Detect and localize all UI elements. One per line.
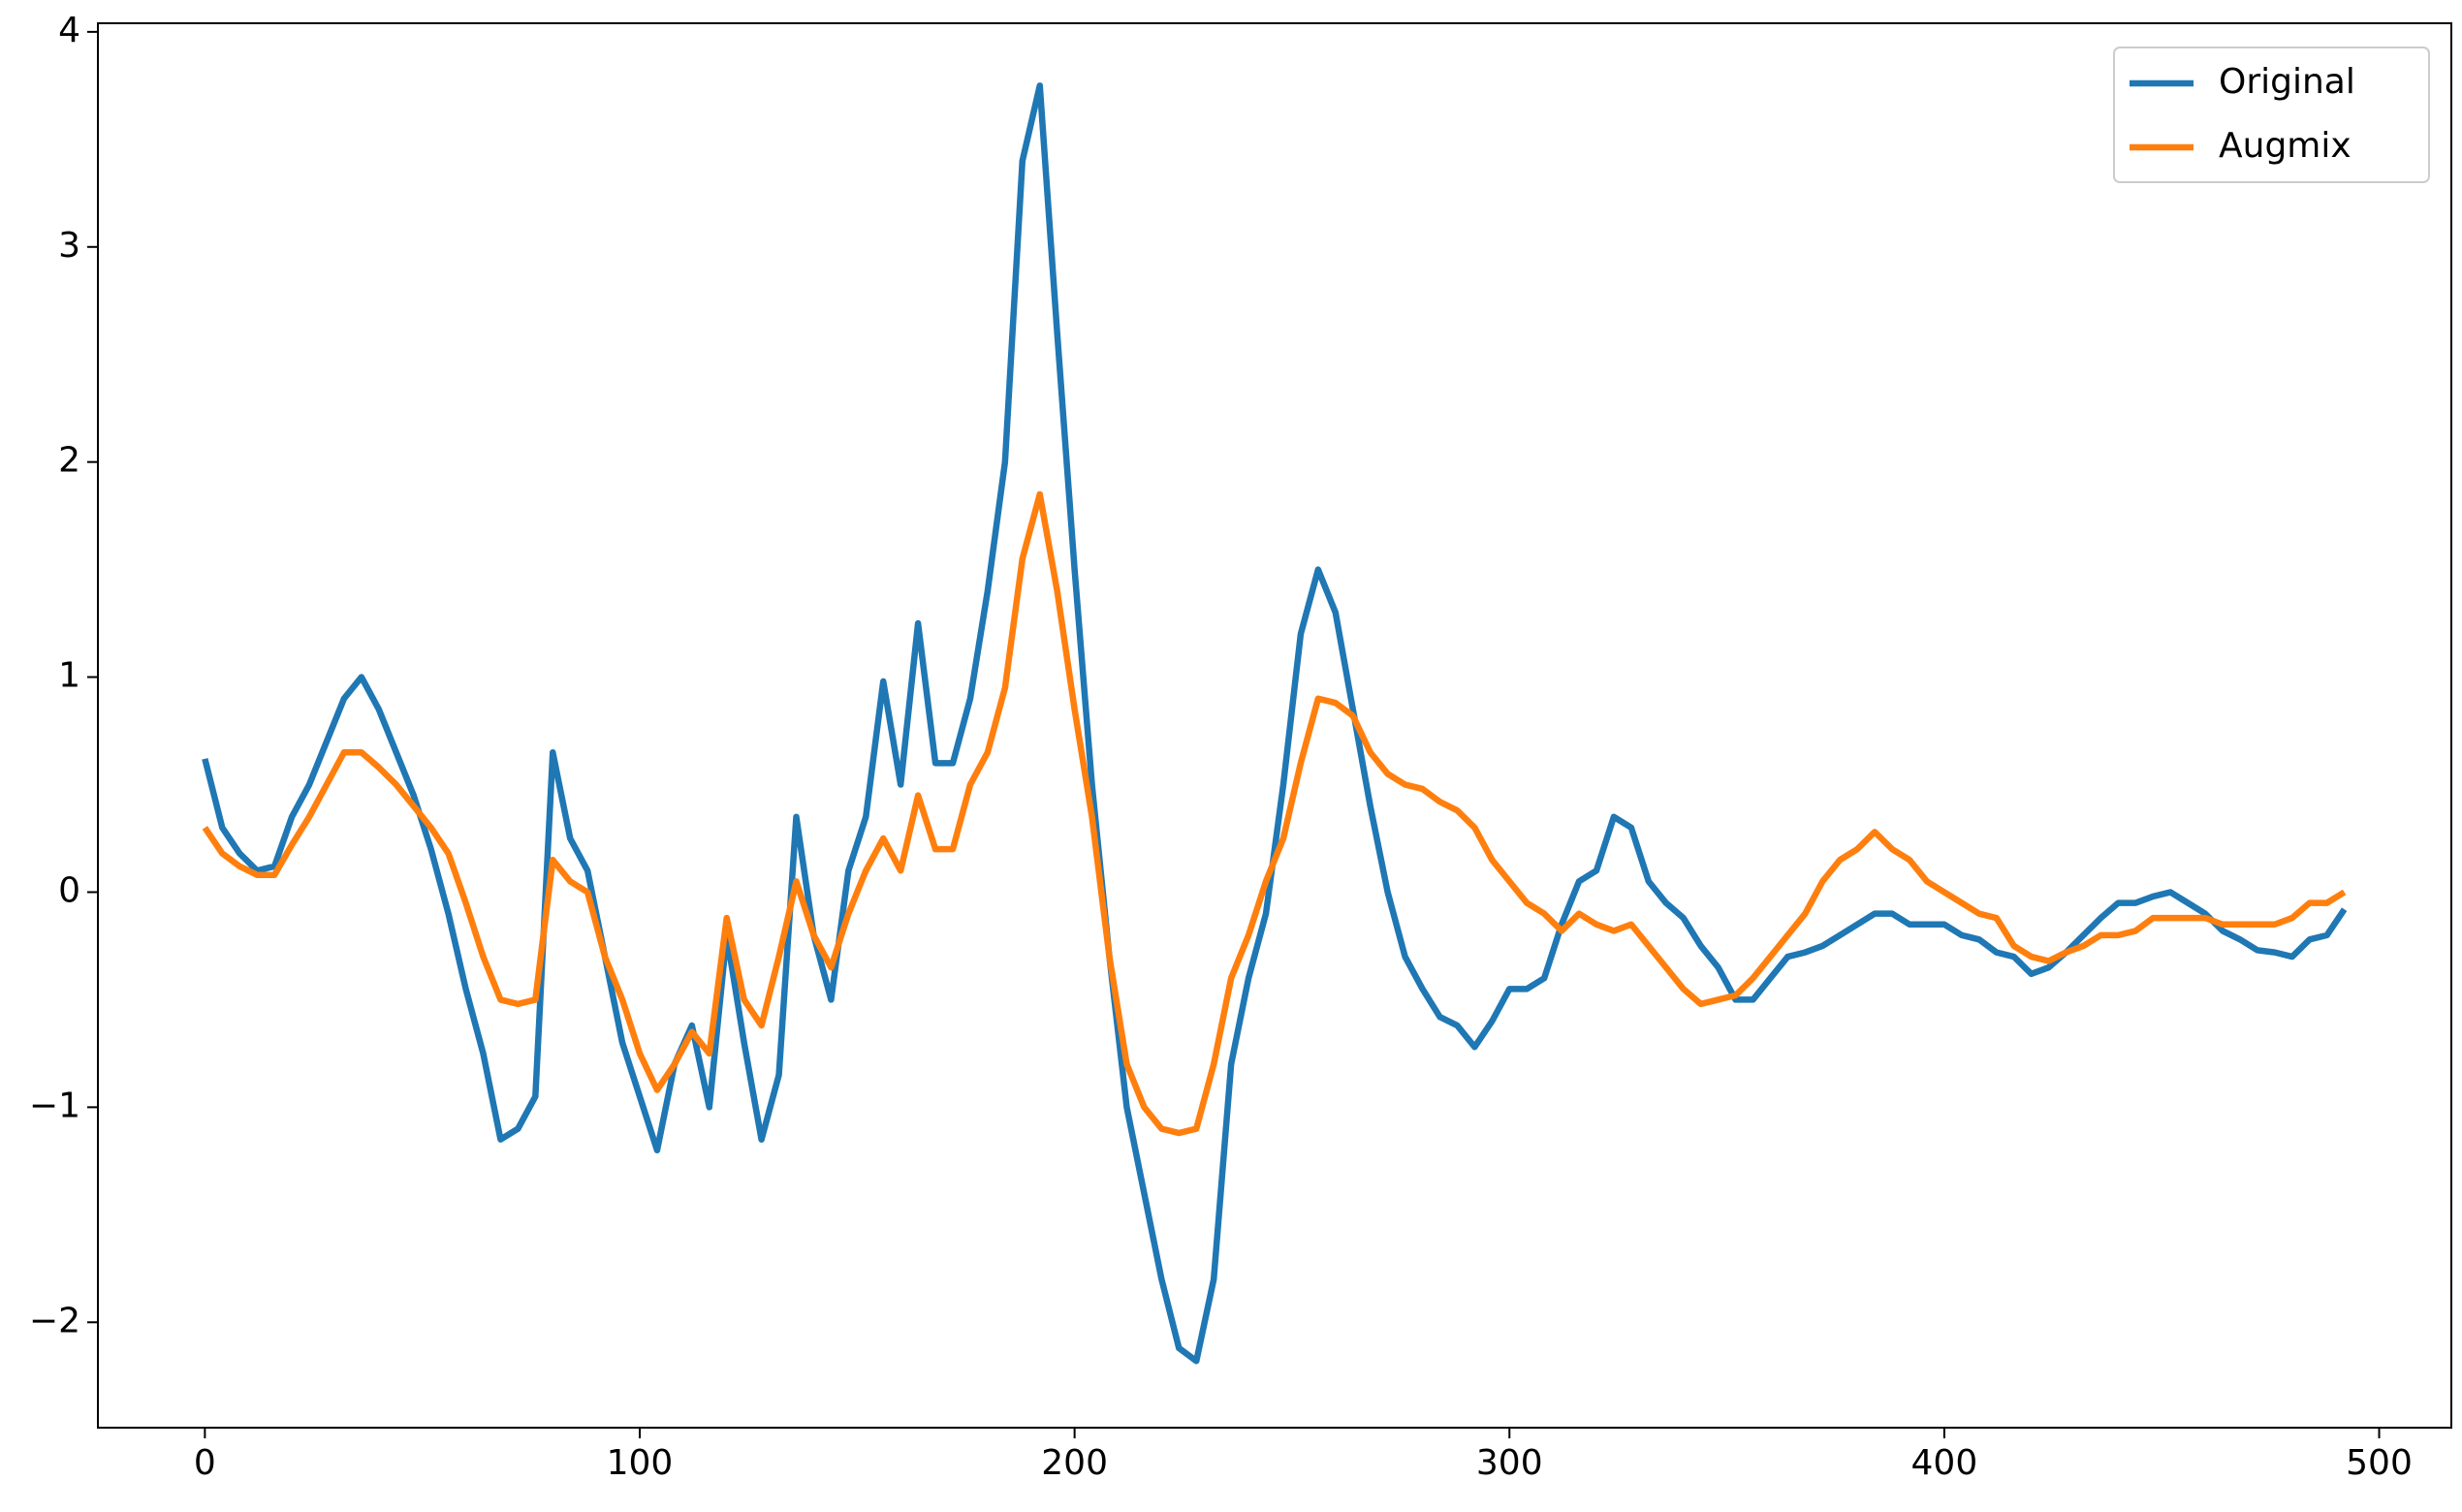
legend-label: Augmix	[2219, 126, 2352, 166]
axes-frame	[97, 22, 2452, 1429]
legend-label: Original	[2219, 62, 2355, 102]
x-tick-label: 200	[1041, 1443, 1108, 1483]
y-tick-label: −1	[29, 1086, 80, 1125]
x-tick-label: 400	[1911, 1443, 1978, 1483]
series-line	[202, 82, 2348, 1365]
series-line	[202, 490, 2347, 1137]
y-tick-label: −2	[29, 1301, 80, 1340]
y-tick-label: 1	[58, 656, 80, 696]
y-tick-label: 3	[58, 226, 80, 266]
y-tick-label: 2	[58, 441, 80, 481]
y-tick-label: 4	[58, 11, 80, 50]
y-tick-label: 0	[58, 870, 80, 910]
x-tick-label: 100	[607, 1443, 674, 1483]
x-tick-label: 300	[1476, 1443, 1543, 1483]
x-tick-label: 0	[194, 1443, 216, 1483]
x-tick-label: 500	[2346, 1443, 2413, 1483]
